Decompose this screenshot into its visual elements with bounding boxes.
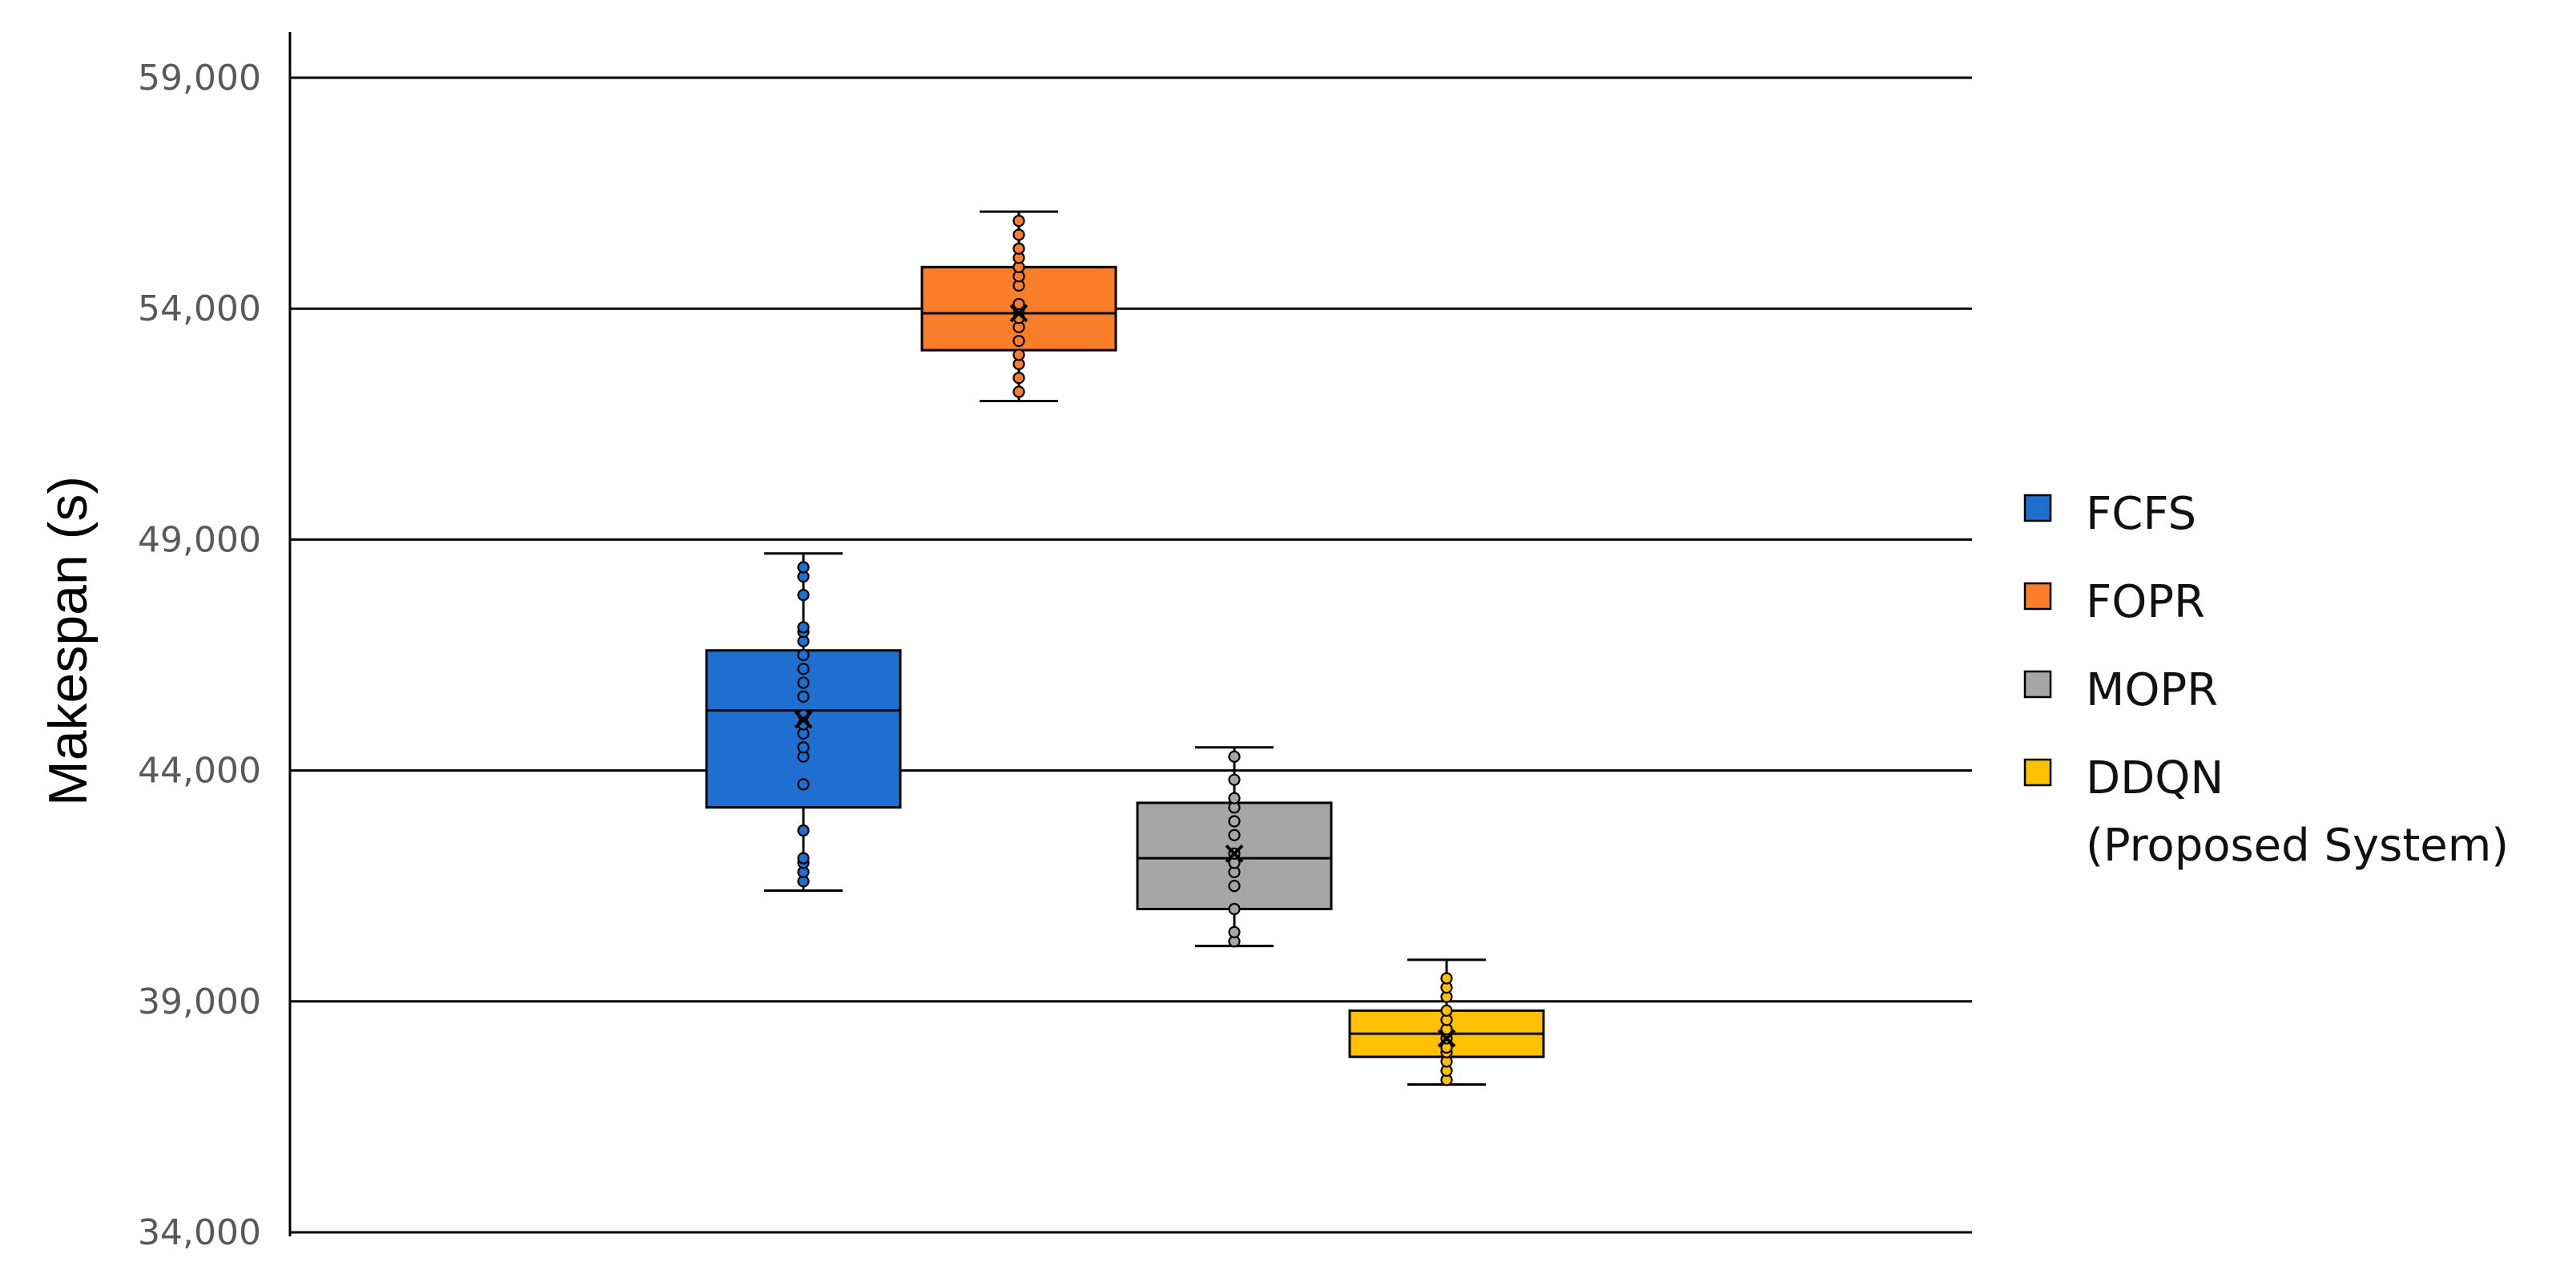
data-point-fcfs xyxy=(797,824,810,837)
box-fopr xyxy=(920,210,1117,402)
data-point-fcfs xyxy=(797,690,810,703)
gridlines xyxy=(290,76,1972,1234)
data-point-fcfs xyxy=(797,676,810,689)
legend-swatch-ddqn xyxy=(2023,758,2052,787)
data-point-fopr xyxy=(1012,349,1025,361)
data-point-fcfs xyxy=(797,621,810,634)
data-point-mopr xyxy=(1228,828,1241,841)
box-fcfs xyxy=(705,552,902,892)
legend-label-fcfs: FCFS xyxy=(2086,488,2196,540)
legend-label-ddqn-sub: (Proposed System) xyxy=(2086,820,2509,872)
y-tick-label-44000: 44,000 xyxy=(138,751,261,792)
y-tick-label-54000: 54,000 xyxy=(138,288,261,329)
data-point-mopr xyxy=(1228,750,1241,763)
y-axis-title: Makespan (s) xyxy=(38,476,99,806)
data-point-fopr xyxy=(1012,334,1025,348)
legend-label-ddqn: DDQN xyxy=(2086,752,2224,804)
mean-marker-stroke xyxy=(1009,304,1028,323)
data-point-ddqn xyxy=(1440,1004,1453,1017)
legend-label-fopr: FOPR xyxy=(2086,576,2205,628)
mean-marker-fopr xyxy=(1009,304,1028,323)
mean-marker-stroke xyxy=(1225,844,1244,863)
legend-label-mopr: MOPR xyxy=(2086,664,2218,716)
data-point-fcfs xyxy=(797,741,810,754)
data-point-mopr xyxy=(1228,773,1241,786)
legend: FCFS FOPR MOPR DDQN (Proposed System) xyxy=(2023,488,2509,872)
box-mopr xyxy=(1136,746,1333,948)
legend-swatch-mopr xyxy=(2023,670,2052,699)
data-point-mopr xyxy=(1228,815,1241,828)
data-point-ddqn xyxy=(1440,972,1453,985)
data-point-mopr xyxy=(1228,902,1241,916)
data-point-fopr xyxy=(1012,215,1025,228)
data-point-mopr xyxy=(1228,925,1241,938)
data-point-fopr xyxy=(1012,297,1025,311)
data-point-mopr xyxy=(1228,880,1241,893)
data-point-fopr xyxy=(1012,242,1025,255)
data-point-fcfs xyxy=(797,778,810,791)
mean-marker-stroke xyxy=(1437,1029,1456,1048)
y-tick-label-59000: 59,000 xyxy=(138,58,261,99)
legend-swatch-fcfs xyxy=(2023,494,2052,522)
mean-marker-stroke xyxy=(794,710,813,729)
data-point-fcfs xyxy=(797,663,810,675)
data-point-fcfs xyxy=(797,588,810,602)
data-point-fcfs xyxy=(797,852,810,865)
mean-marker-mopr xyxy=(1225,844,1244,863)
data-point-fopr xyxy=(1012,228,1025,241)
data-point-mopr xyxy=(1228,792,1241,804)
y-tick-label-34000: 34,000 xyxy=(138,1212,261,1253)
boxes xyxy=(705,210,1545,1086)
mean-marker-ddqn xyxy=(1437,1029,1456,1048)
y-tick-labels: 34,000 39,000 44,000 49,000 54,000 59,000 xyxy=(138,58,261,1253)
box-ddqn xyxy=(1348,958,1545,1086)
data-point-fcfs xyxy=(797,648,810,662)
y-tick-label-39000: 39,000 xyxy=(138,982,261,1022)
legend-swatch-fopr xyxy=(2023,582,2052,611)
mean-marker-fcfs xyxy=(794,710,813,729)
data-point-fcfs xyxy=(797,561,810,574)
data-point-fopr xyxy=(1012,372,1025,385)
data-point-fopr xyxy=(1012,385,1025,398)
y-tick-label-49000: 49,000 xyxy=(138,519,261,560)
